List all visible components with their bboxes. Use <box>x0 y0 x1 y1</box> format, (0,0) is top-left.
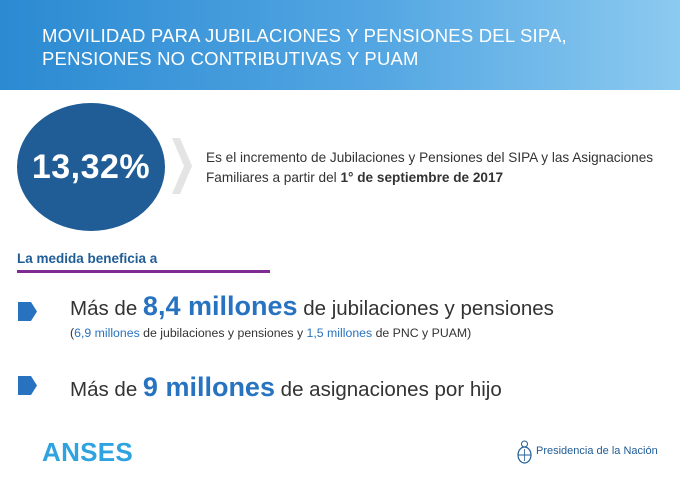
bullet-arrow-icon <box>18 376 37 395</box>
coat-of-arms-icon <box>517 440 532 464</box>
increase-date: 1° de septiembre de 2017 <box>340 170 504 185</box>
bullet-arrow-icon <box>18 302 37 321</box>
header-banner: MOVILIDAD PARA JUBILACIONES Y PENSIONES … <box>0 0 680 90</box>
percentage-circle: 13,32% <box>17 103 165 231</box>
breakdown-mid-1: de jubilaciones y pensiones y <box>139 326 307 340</box>
benefit-underline <box>17 270 270 273</box>
item-suffix: de jubilaciones y pensiones <box>297 297 554 320</box>
chevron-right-icon <box>172 138 192 194</box>
anses-logo: ANSES <box>42 437 134 467</box>
item-prefix: Más de <box>70 378 143 401</box>
breakdown-sipa-count: 6,9 millones <box>74 326 140 340</box>
breakdown-open: ( <box>70 326 75 340</box>
header-title-line-2: PENSIONES NO CONTRIBUTIVAS Y PUAM <box>42 48 419 69</box>
increase-description-text: Es el incremento de Jubilaciones y Pensi… <box>206 150 654 185</box>
item-prefix: Más de <box>70 297 143 320</box>
item-highlight-number: 8,4 millones <box>142 291 298 321</box>
header-title-line-1: MOVILIDAD PARA JUBILACIONES Y PENSIONES … <box>42 25 567 46</box>
item-suffix: de asignaciones por hijo <box>274 378 502 401</box>
beneficiaries-breakdown: (6,9 millones de jubilaciones y pensione… <box>70 326 471 340</box>
increase-description: Es el incremento de Jubilaciones y Pensi… <box>206 148 666 188</box>
percentage-value: 13,32% <box>31 147 151 186</box>
benefit-label: La medida beneficia a <box>17 251 158 266</box>
breakdown-mid-2: de PNC y PUAM) <box>372 326 472 340</box>
beneficiaries-allowances: Más de 9 millones de asignaciones por hi… <box>70 372 502 403</box>
breakdown-pnc-count: 1,5 millones <box>306 326 373 340</box>
presidencia-logo-text: Presidencia de la Nación <box>536 445 658 457</box>
item-highlight-number: 9 millones <box>142 372 275 402</box>
beneficiaries-pensions: Más de 8,4 millones de jubilaciones y pe… <box>70 291 554 322</box>
